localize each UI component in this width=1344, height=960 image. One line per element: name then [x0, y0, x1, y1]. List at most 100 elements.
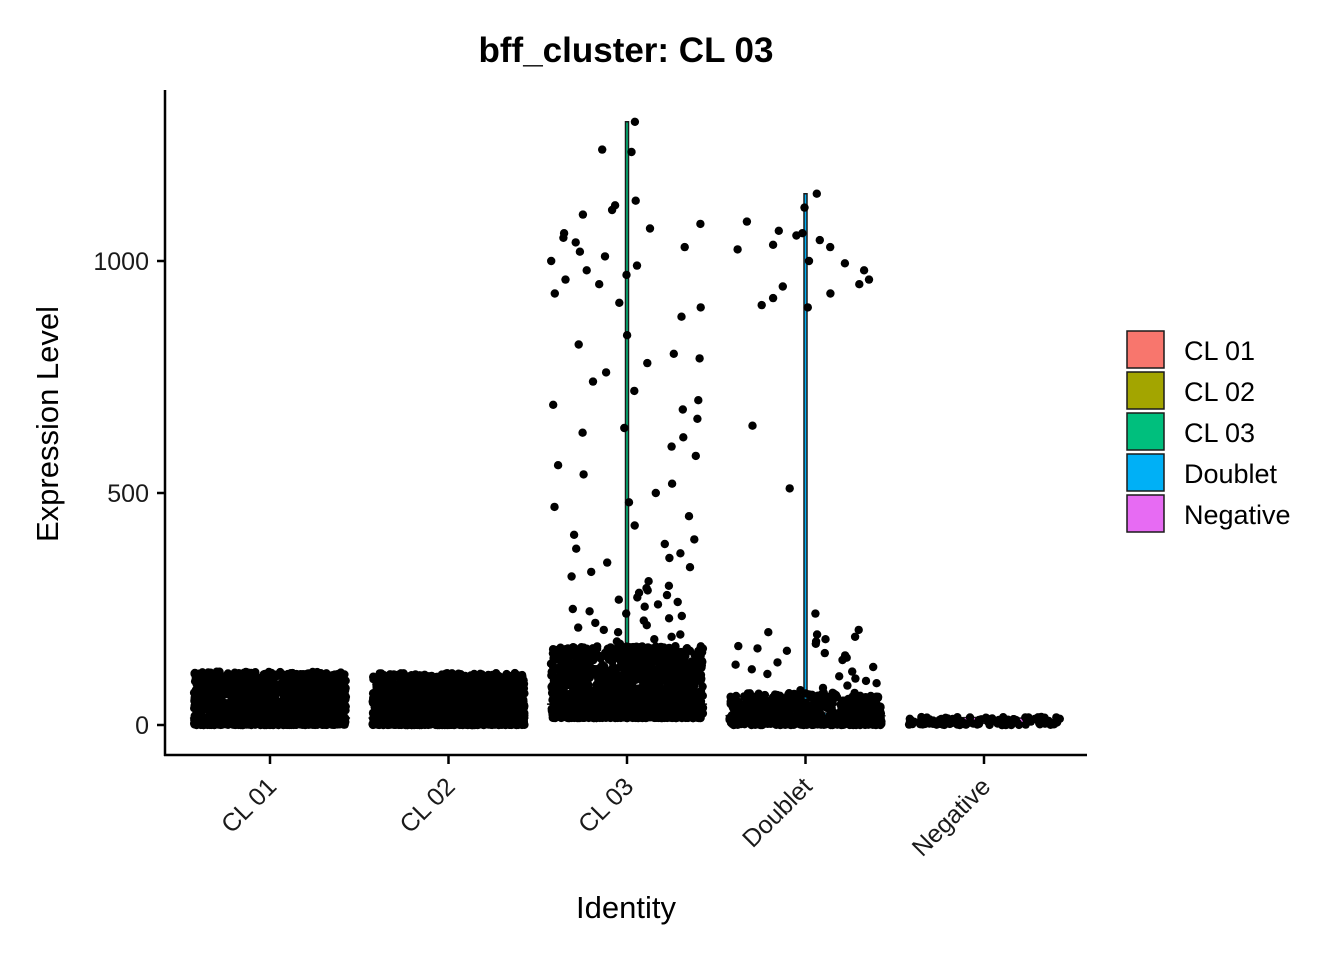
data-point	[671, 660, 680, 670]
data-point	[555, 681, 564, 691]
data-point	[449, 688, 459, 697]
data-point	[306, 699, 316, 709]
data-point	[470, 675, 479, 684]
data-point	[433, 718, 442, 727]
data-point-outlier	[632, 261, 642, 270]
data-point-outlier	[620, 423, 629, 433]
data-point	[389, 670, 398, 679]
data-point-outlier	[550, 289, 559, 298]
data-point-outlier	[676, 630, 685, 639]
data-point-outlier	[622, 331, 632, 340]
data-point	[489, 685, 498, 694]
data-point	[603, 644, 612, 653]
data-point-outlier	[549, 400, 558, 409]
data-point	[625, 669, 634, 679]
data-point-outlier	[550, 502, 559, 512]
data-point	[438, 698, 447, 707]
data-point-outlier	[615, 639, 625, 648]
data-point-outlier	[645, 224, 655, 233]
data-point	[209, 720, 218, 729]
data-point	[327, 677, 337, 686]
data-point	[335, 707, 344, 716]
data-point	[196, 709, 206, 718]
data-point-outlier	[599, 625, 608, 635]
data-point	[402, 719, 411, 728]
data-point	[296, 704, 306, 714]
data-point	[554, 700, 563, 709]
data-point-outlier	[653, 600, 663, 609]
data-point-outlier	[651, 488, 660, 498]
data-point	[331, 691, 340, 701]
data-point	[608, 657, 617, 666]
violin-group-doublet	[725, 189, 886, 730]
data-point-outlier	[691, 451, 700, 461]
data-point-outlier	[684, 512, 694, 521]
data-point	[241, 667, 251, 677]
data-point	[665, 713, 675, 722]
data-point	[574, 645, 583, 655]
data-point-outlier	[667, 442, 676, 451]
data-point-outlier	[643, 358, 652, 368]
data-point	[305, 679, 315, 689]
data-point	[517, 670, 527, 680]
data-point	[574, 694, 583, 704]
data-point	[465, 695, 474, 704]
data-point-outlier	[622, 270, 631, 280]
data-point-outlier	[673, 597, 682, 607]
violin-group-cl-01	[189, 667, 351, 730]
data-point	[690, 697, 699, 707]
data-point	[617, 652, 626, 662]
points-cl-01	[189, 667, 351, 730]
data-point	[228, 720, 238, 729]
data-point	[451, 697, 460, 706]
data-point	[304, 715, 313, 724]
data-point-outlier	[630, 386, 639, 396]
data-point-outlier	[572, 544, 581, 553]
data-point	[445, 677, 455, 686]
data-point-outlier	[603, 558, 612, 567]
data-point-outlier	[642, 621, 651, 630]
data-point	[550, 713, 560, 723]
data-point	[311, 671, 321, 680]
data-point-outlier	[567, 572, 576, 581]
data-point	[258, 690, 267, 700]
data-point-outlier	[627, 147, 636, 157]
data-point	[245, 693, 254, 702]
data-point	[658, 660, 667, 669]
data-point	[650, 681, 659, 690]
data-point-outlier	[695, 354, 704, 363]
data-point	[593, 642, 602, 651]
data-point	[278, 701, 288, 710]
data-point	[480, 677, 489, 686]
data-point-outlier	[613, 628, 623, 637]
data-point	[637, 692, 647, 701]
data-point	[212, 667, 221, 676]
points-cl-02	[368, 668, 529, 730]
data-point	[465, 688, 474, 697]
data-point	[519, 699, 528, 709]
data-point	[617, 689, 627, 699]
data-point	[215, 702, 224, 712]
data-point	[590, 711, 599, 720]
data-point	[407, 681, 416, 690]
data-point-outlier	[631, 196, 640, 205]
data-point	[191, 720, 200, 729]
data-point	[297, 684, 306, 693]
data-point	[585, 669, 595, 678]
data-point	[648, 665, 658, 674]
data-point-outlier	[665, 553, 674, 563]
data-point	[276, 679, 285, 688]
data-point	[550, 647, 559, 657]
data-point	[313, 695, 322, 704]
data-point-outlier	[574, 340, 583, 349]
data-point	[635, 672, 645, 681]
data-point	[336, 714, 346, 724]
data-point-outlier	[678, 405, 687, 414]
data-point	[414, 720, 423, 729]
data-point	[295, 676, 304, 686]
data-point	[263, 704, 272, 713]
data-point	[695, 691, 704, 700]
data-point	[437, 674, 446, 683]
data-point	[247, 720, 256, 729]
